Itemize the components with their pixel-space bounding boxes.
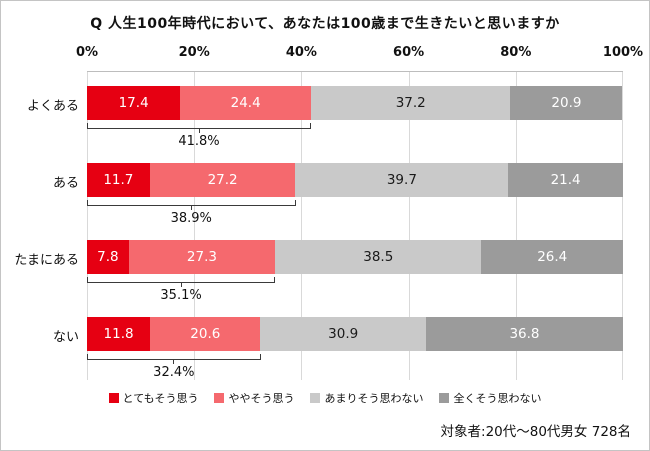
tick-label: 80%: [500, 45, 532, 60]
bar-segment: 20.9: [510, 86, 623, 120]
segment-value: 37.2: [395, 95, 426, 111]
bar-segment: 11.7: [87, 163, 150, 197]
bar-row: ある 11.7 27.2 39.7 21.4 38.9%: [53, 163, 623, 240]
category-label: ない: [52, 330, 79, 345]
legend-swatch: [214, 393, 225, 403]
legend-swatch: [439, 393, 450, 403]
bar-segment: 7.8: [87, 240, 129, 274]
bar-segment: 37.2: [311, 86, 511, 120]
legend-label: あまりそう思わない: [324, 392, 424, 405]
bracket-total-label: 38.9%: [170, 211, 212, 226]
segment-value: 21.4: [550, 172, 581, 188]
bar-row: ない 11.8 20.6 30.9 36.8 32.4%: [53, 317, 623, 394]
bar-segment: 36.8: [425, 317, 623, 351]
legend-label: 全くそう思わない: [453, 392, 542, 405]
combined-bracket: 41.8%: [87, 123, 312, 149]
bar-segment: 38.5: [275, 240, 482, 274]
bracket-center-tick: [180, 283, 182, 287]
legend-item: 全くそう思わない: [439, 390, 541, 406]
bracket-shape: [87, 277, 276, 283]
chart-title: Q 人生100年時代において、あなたは100歳まで生きたいと思いますか: [90, 16, 560, 32]
tick-label: 60%: [393, 45, 425, 60]
bracket-center-tick: [190, 206, 192, 210]
bar-segment: 27.2: [149, 163, 296, 197]
segment-value: 20.6: [190, 326, 221, 342]
bar-segment: 24.4: [180, 86, 312, 120]
segment-value: 27.3: [186, 249, 217, 265]
legend-label: ややそう思う: [228, 392, 295, 405]
segment-value: 39.7: [386, 172, 417, 188]
bar-segment: 21.4: [508, 163, 623, 197]
category-label: たまにある: [14, 253, 79, 268]
bracket-center-tick: [173, 360, 175, 364]
bar-segment: 17.4: [87, 86, 181, 120]
legend: とてもそう思う ややそう思う あまりそう思わない 全くそう思わない: [1, 390, 649, 406]
bracket-shape: [87, 200, 296, 206]
segment-value: 11.7: [103, 172, 134, 188]
segment-value: 20.9: [551, 95, 582, 111]
legend-swatch: [310, 393, 321, 403]
bar-row: たまにある 7.8 27.3 38.5 26.4 35.1%: [14, 240, 623, 317]
stacked-bar: 7.8 27.3 38.5 26.4: [87, 240, 623, 274]
bar-segment: 39.7: [295, 163, 509, 197]
tick-label: 0%: [75, 45, 99, 60]
segment-value: 11.8: [103, 326, 134, 342]
bracket-total-label: 32.4%: [153, 365, 195, 380]
legend-item: あまりそう思わない: [310, 390, 423, 406]
stacked-bar: 11.8 20.6 30.9 36.8: [87, 317, 623, 351]
tick-label: 100%: [602, 45, 644, 60]
stacked-bar: 17.4 24.4 37.2 20.9: [87, 86, 623, 120]
legend-label: とてもそう思う: [122, 392, 199, 405]
combined-bracket: 38.9%: [87, 200, 296, 226]
segment-value: 7.8: [97, 249, 119, 265]
combined-bracket: 32.4%: [87, 354, 261, 380]
segment-value: 26.4: [537, 249, 568, 265]
tick-label: 20%: [178, 45, 210, 60]
segment-value: 38.5: [363, 249, 394, 265]
footer-note: 対象者:20代〜80代男女 728名: [440, 424, 631, 440]
plot-area: よくある 17.4 24.4 37.2 20.9 41.8% ある 11.7 27.2 39.7 2…: [14, 71, 623, 380]
segment-value: 30.9: [328, 326, 359, 342]
bar-segment: 11.8: [87, 317, 151, 351]
bracket-center-tick: [198, 129, 200, 133]
segment-value: 17.4: [118, 95, 149, 111]
legend-item: とてもそう思う: [108, 390, 199, 406]
segment-value: 27.2: [207, 172, 238, 188]
bracket-total-label: 35.1%: [160, 288, 202, 303]
legend-item: ややそう思う: [214, 390, 294, 406]
category-label: ある: [52, 176, 79, 191]
bracket-total-label: 41.8%: [178, 134, 220, 149]
combined-bracket: 35.1%: [87, 277, 276, 303]
category-label: よくある: [26, 99, 79, 114]
segment-value: 24.4: [230, 95, 261, 111]
legend-swatch: [108, 393, 119, 403]
bar-segment: 20.6: [150, 317, 261, 351]
segment-value: 36.8: [509, 326, 540, 342]
tick-label: 40%: [285, 45, 317, 60]
bracket-shape: [87, 123, 312, 129]
bracket-shape: [87, 354, 261, 360]
x-axis: 0% 20% 40% 60% 80% 100%: [76, 45, 643, 65]
bar-segment: 30.9: [260, 317, 426, 351]
bar-segment: 26.4: [481, 240, 623, 274]
stacked-bar: 11.7 27.2 39.7 21.4: [87, 163, 623, 197]
bar-row: よくある 17.4 24.4 37.2 20.9 41.8%: [27, 86, 623, 163]
bar-segment: 27.3: [128, 240, 276, 274]
plot-rows: よくある 17.4 24.4 37.2 20.9 41.8% ある 11.7 27.2 39.7 2…: [14, 86, 623, 394]
